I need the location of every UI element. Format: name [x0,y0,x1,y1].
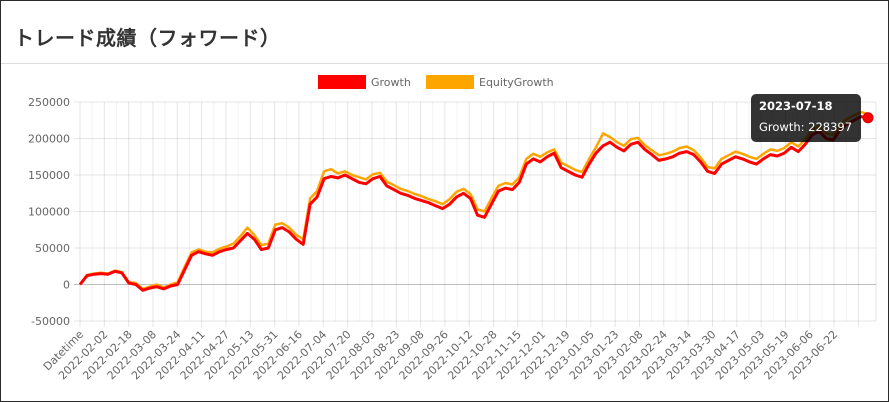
title-divider [1,63,888,64]
y-axis-ticks: 250000 200000 150000 100000 50000 0 -50000 [28,96,70,328]
legend-label: Growth [371,76,411,89]
growth-line[interactable] [78,115,869,292]
y-tick-label: 100000 [28,206,70,219]
y-tick-label: 0 [63,279,70,292]
y-tick-label: 150000 [28,169,70,182]
page-title: トレード成績（フォワード） [14,26,281,50]
legend-swatch [318,75,366,89]
legend-swatch [426,75,474,89]
tooltip: 2023-07-18 Growth: 228397 [751,94,861,142]
series-lines [78,110,874,292]
equity-growth-line[interactable] [78,110,869,291]
tooltip-value: Growth: 228397 [759,120,852,134]
y-tick-label: 250000 [28,96,70,109]
legend[interactable]: Growth EquityGrowth [318,75,554,89]
x-axis-ticks: Datetime2022-02-022022-02-182022-03-0820… [41,328,840,383]
legend-label: EquityGrowth [479,76,554,89]
tooltip-box [751,94,861,142]
hover-point[interactable] [862,112,874,124]
tooltip-title: 2023-07-18 [759,99,833,113]
legend-item-growth[interactable]: Growth [318,75,411,89]
y-tick-label: 50000 [35,242,70,255]
y-tick-label: 200000 [28,133,70,146]
legend-item-equity-growth[interactable]: EquityGrowth [426,75,554,89]
y-tick-label: -50000 [31,315,70,328]
